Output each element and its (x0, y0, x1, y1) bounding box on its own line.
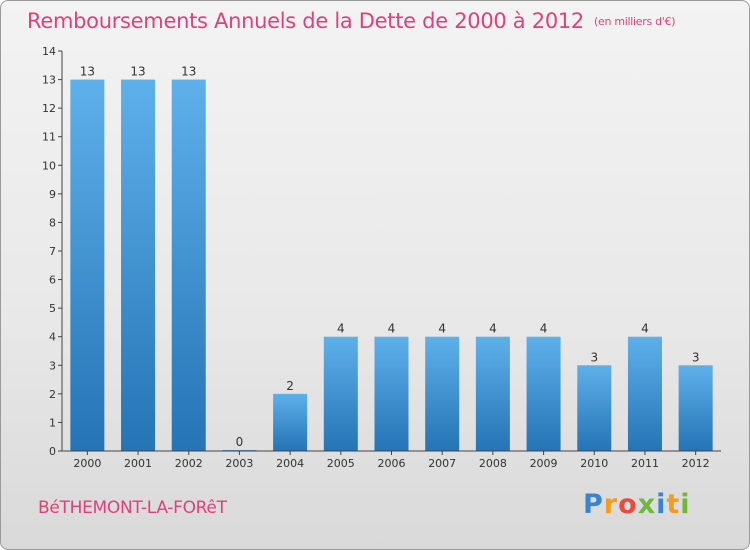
commune-name: BéTHEMONT-LA-FORêT (38, 498, 227, 518)
x-tick-label: 2008 (479, 457, 507, 470)
bar (577, 365, 612, 451)
y-tick-label: 3 (49, 359, 56, 372)
y-tick-label: 1 (49, 416, 56, 429)
y-tick-label: 14 (42, 45, 56, 58)
bar (374, 336, 409, 451)
bar (678, 365, 713, 451)
bar (627, 336, 662, 451)
bar (273, 393, 308, 451)
chart-title: Remboursements Annuels de la Dette de 20… (27, 9, 675, 33)
x-tick-label: 2002 (175, 457, 203, 470)
y-tick-label: 5 (49, 302, 56, 315)
data-label: 4 (489, 322, 497, 336)
y-tick-label: 13 (42, 74, 56, 87)
x-tick-label: 2011 (631, 457, 659, 470)
bar (171, 79, 206, 452)
data-label: 3 (590, 350, 598, 364)
x-tick-label: 2009 (530, 457, 558, 470)
y-tick-label: 8 (49, 216, 56, 229)
title-text: Remboursements Annuels de la Dette de 20… (27, 9, 584, 33)
bar (425, 336, 460, 451)
x-tick-label: 2001 (124, 457, 152, 470)
data-label: 4 (337, 322, 345, 336)
bar (70, 79, 105, 452)
x-tick-label: 2007 (428, 457, 456, 470)
data-label: 0 (236, 435, 244, 449)
y-tick-label: 10 (42, 159, 56, 172)
y-tick-label: 9 (49, 188, 56, 201)
data-label: 2 (286, 379, 294, 393)
y-tick-label: 7 (49, 245, 56, 258)
data-label: 4 (388, 322, 396, 336)
data-label: 13 (80, 65, 95, 79)
y-tick-label: 11 (42, 131, 56, 144)
x-tick-label: 2006 (378, 457, 406, 470)
data-label: 4 (641, 322, 649, 336)
unit-label: (en milliers d'€) (594, 15, 676, 28)
x-tick-label: 2000 (73, 457, 101, 470)
bar (526, 336, 561, 451)
data-label: 4 (540, 322, 548, 336)
x-tick-label: 2012 (682, 457, 710, 470)
bar (121, 79, 156, 452)
y-tick-label: 6 (49, 274, 56, 287)
data-label: 13 (130, 65, 145, 79)
x-tick-label: 2010 (580, 457, 608, 470)
data-label: 3 (692, 350, 700, 364)
y-tick-label: 2 (49, 388, 56, 401)
bar (323, 336, 358, 451)
data-label: 4 (438, 322, 446, 336)
bar (475, 336, 510, 451)
y-tick-label: 0 (49, 445, 56, 458)
data-label: 13 (181, 65, 196, 79)
proxiti-logo: Proxiti (583, 489, 691, 520)
x-tick-label: 2003 (225, 457, 253, 470)
x-tick-label: 2004 (276, 457, 304, 470)
y-tick-label: 12 (42, 102, 56, 115)
y-tick-label: 4 (49, 331, 56, 344)
x-tick-label: 2005 (327, 457, 355, 470)
